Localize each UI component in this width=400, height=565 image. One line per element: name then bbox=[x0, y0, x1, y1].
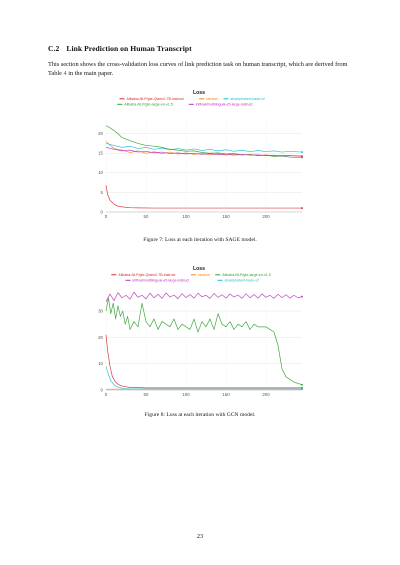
series-line bbox=[105, 297, 303, 386]
chart-title: Loss bbox=[193, 266, 205, 272]
series-line bbox=[105, 143, 303, 153]
table-ref-link[interactable]: 4 bbox=[63, 70, 67, 78]
legend-entry: random bbox=[198, 273, 210, 277]
x-tick-label: 0 bbox=[105, 214, 108, 219]
series-line bbox=[105, 291, 303, 302]
series-end-point bbox=[301, 295, 303, 298]
legend-entry: Alibaba-NLP/gte-large-en-v1.5 bbox=[124, 103, 173, 107]
series-line bbox=[105, 125, 303, 158]
page-number: 23 bbox=[196, 533, 204, 540]
x-tick-label: 200 bbox=[262, 392, 270, 397]
legend-entry: sinai/phobert-base-v2 bbox=[230, 97, 265, 101]
series-line bbox=[105, 334, 302, 389]
figure-7-caption: Figure 7: Loss at each iteration with SA… bbox=[143, 237, 257, 243]
chart-sage-loss: Loss Alibaba-NLP/gte-Qwen2-7B-instruct ran… bbox=[98, 90, 303, 219]
section-number: C.2 bbox=[48, 44, 60, 53]
series-end-point bbox=[301, 383, 303, 386]
y-tick-label: 15 bbox=[98, 151, 103, 156]
series-end-point bbox=[301, 388, 303, 390]
section-title: Link Prediction on Human Transcript bbox=[66, 44, 192, 53]
legend-entry: sinai/phobert-base-v2 bbox=[224, 279, 259, 283]
y-tick-label: 0 bbox=[101, 209, 104, 214]
legend-entry: random bbox=[206, 97, 218, 101]
figure-sage-loss: Loss Alibaba-NLP/gte-Qwen2-7B-instruct ran… bbox=[88, 88, 310, 222]
series-line bbox=[105, 147, 303, 157]
legend-entry: Alibaba-NLP/gte-large-en-v1.5 bbox=[222, 273, 271, 277]
series-end-point bbox=[301, 151, 303, 153]
chart-gcn-loss: Loss Alibaba-NLP/gte-Qwen2-7B-instruct ran… bbox=[98, 266, 303, 397]
y-tick-label: 5 bbox=[101, 190, 104, 195]
y-tick-label: 10 bbox=[98, 170, 103, 175]
x-tick-label: 100 bbox=[182, 214, 190, 219]
x-tick-label: 0 bbox=[105, 392, 108, 397]
figure-gcn-loss: Loss Alibaba-NLP/gte-Qwen2-7B-instruct ran… bbox=[88, 264, 310, 400]
y-tick-label: 0 bbox=[101, 387, 104, 392]
x-tick-label: 200 bbox=[262, 214, 270, 219]
figure-8-caption: Figure 8: Loss at each iteration with GC… bbox=[144, 412, 256, 418]
chart-title: Loss bbox=[193, 90, 205, 96]
series-end-point bbox=[301, 207, 303, 209]
legend-entry: Alibaba-NLP/gte-Qwen2-7B-instruct bbox=[118, 273, 175, 277]
intro-text-after: in the main paper. bbox=[66, 70, 114, 78]
y-tick-label: 20 bbox=[98, 335, 103, 340]
x-tick-label: 150 bbox=[222, 214, 230, 219]
y-tick-label: 10 bbox=[98, 361, 103, 366]
series-line bbox=[105, 366, 302, 390]
x-tick-label: 150 bbox=[222, 392, 230, 397]
x-tick-label: 50 bbox=[144, 392, 149, 397]
intro-text-before: This section shows the cross-validation … bbox=[48, 61, 348, 78]
x-tick-label: 100 bbox=[182, 392, 190, 397]
x-tick-label: 50 bbox=[144, 214, 149, 219]
legend-entry: intfloat/multilingual-e5-large-instruct bbox=[133, 279, 190, 283]
legend-entry: intfloat/multilingual-e5-large-instruct bbox=[196, 103, 253, 107]
series-end-point bbox=[301, 155, 303, 157]
y-tick-label: 20 bbox=[98, 131, 103, 136]
section-heading: C.2 Link Prediction on Human Transcript bbox=[48, 44, 192, 53]
y-tick-label: 30 bbox=[98, 308, 103, 313]
legend-entry: Alibaba-NLP/gte-Qwen2-7B-instruct bbox=[127, 97, 184, 101]
series-end-point bbox=[301, 156, 303, 159]
series-line bbox=[105, 185, 302, 209]
series-line bbox=[105, 141, 303, 157]
intro-paragraph: This section shows the cross-validation … bbox=[48, 60, 358, 78]
